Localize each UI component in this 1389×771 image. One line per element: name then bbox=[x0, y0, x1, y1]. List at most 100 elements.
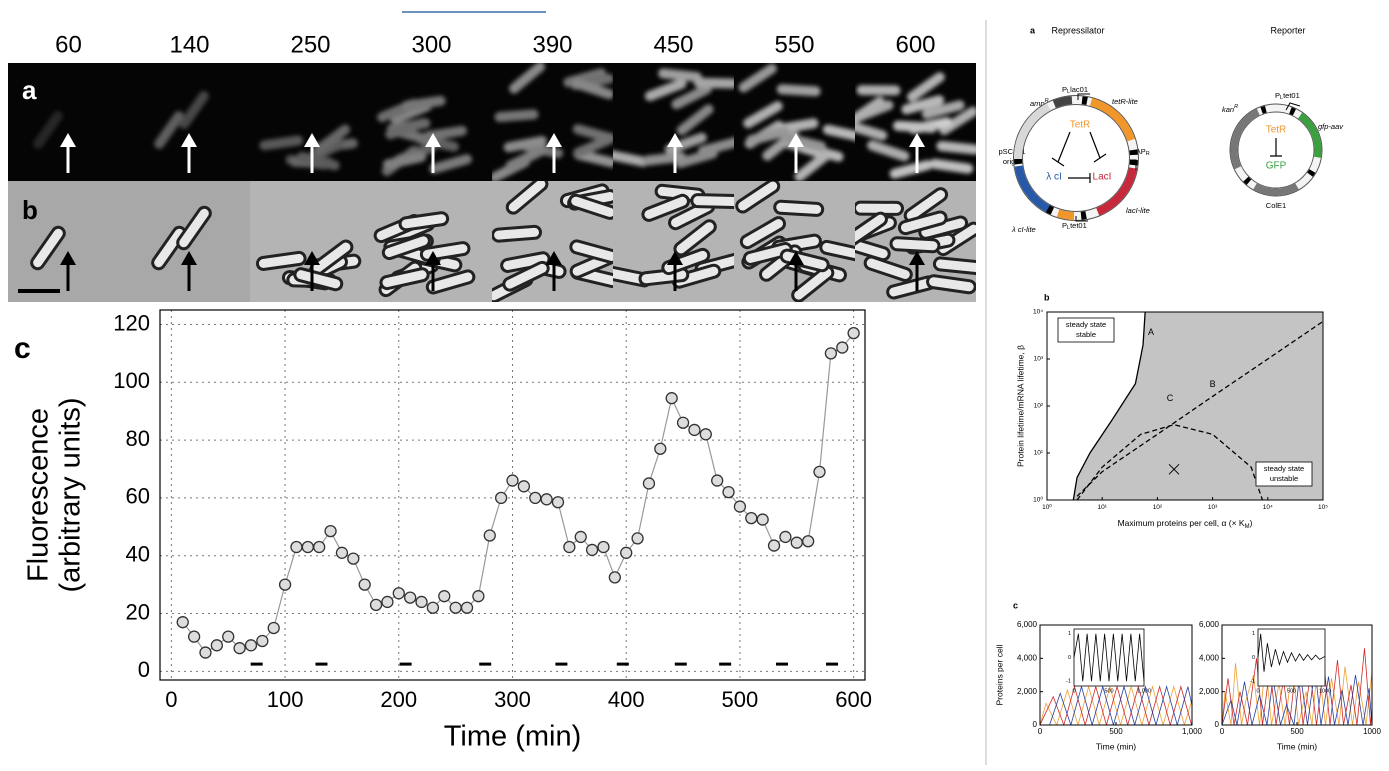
cells bbox=[373, 211, 476, 298]
cell bbox=[179, 91, 209, 129]
cell bbox=[791, 265, 835, 302]
label-part: kan bbox=[1222, 105, 1234, 114]
cell bbox=[425, 269, 476, 295]
data-point bbox=[654, 442, 667, 455]
y-tick-label: 80 bbox=[126, 426, 150, 451]
row-label: b bbox=[22, 195, 38, 225]
x-tick-label: 1000 bbox=[1363, 727, 1381, 736]
y-tick-label: 100 bbox=[113, 368, 150, 393]
cell bbox=[742, 242, 793, 266]
cells bbox=[855, 72, 976, 179]
x-tick-label: 0 bbox=[1038, 727, 1043, 736]
data-point bbox=[597, 540, 610, 554]
data-point bbox=[267, 621, 280, 635]
data-point bbox=[335, 546, 349, 559]
label-part: R bbox=[1234, 104, 1238, 110]
origin-label: origin bbox=[1003, 157, 1021, 166]
promoter-label: λPR bbox=[1137, 147, 1150, 157]
y-axis-label: Protein lifetime/mRNA lifetime, β bbox=[1015, 345, 1025, 467]
y-tick-label: 0 bbox=[1033, 720, 1038, 729]
cell bbox=[255, 250, 307, 271]
data-point bbox=[244, 639, 258, 652]
cell bbox=[569, 239, 613, 264]
x-tick-label: 500 bbox=[1290, 727, 1304, 736]
label-part: tet01 bbox=[1283, 91, 1300, 100]
cell bbox=[889, 160, 933, 179]
operating-point bbox=[1168, 463, 1180, 475]
data-point bbox=[745, 511, 758, 525]
y-tick-label: 4,000 bbox=[1017, 653, 1038, 662]
x-tick-label: 10² bbox=[1153, 504, 1163, 511]
plasmid-segment bbox=[1096, 167, 1138, 216]
x-tick-label: 600 bbox=[835, 687, 872, 712]
cell bbox=[929, 158, 974, 174]
plasmid-diagrams: a Repressilator Reporter PLlac01 ampR te… bbox=[998, 25, 1344, 234]
cell bbox=[30, 225, 66, 271]
cell bbox=[855, 120, 888, 141]
micrographs: 60 140 250 300 390 450 550 600 a b bbox=[8, 31, 976, 302]
y-tick-label: 0 bbox=[138, 657, 150, 682]
inset-x-tick-label: 0 bbox=[1256, 688, 1259, 694]
y-tick-label: 2,000 bbox=[1017, 687, 1038, 696]
x-tick-label: 400 bbox=[608, 687, 645, 712]
data-point bbox=[358, 578, 371, 591]
x-tick-label: 0 bbox=[165, 687, 177, 712]
cell bbox=[382, 151, 427, 170]
plasmid-segment bbox=[1014, 165, 1051, 213]
annotation-box bbox=[1255, 461, 1313, 487]
plasmid-segment bbox=[1289, 107, 1296, 116]
cell bbox=[379, 267, 430, 291]
curve-label: B bbox=[1210, 379, 1216, 389]
cell bbox=[675, 148, 718, 168]
cell bbox=[693, 77, 734, 89]
cell bbox=[855, 96, 885, 126]
series-line bbox=[1072, 312, 1146, 500]
y-tick-label: 6,000 bbox=[1199, 620, 1220, 629]
data-point bbox=[529, 491, 542, 505]
cells bbox=[259, 124, 358, 171]
cells bbox=[613, 68, 734, 168]
y-tick-label: 10² bbox=[1034, 403, 1044, 410]
cell bbox=[735, 181, 781, 214]
cell bbox=[856, 85, 901, 96]
data-point bbox=[187, 630, 201, 643]
data-point bbox=[506, 474, 519, 487]
y-tick-label: 2,000 bbox=[1199, 687, 1220, 696]
data-point bbox=[836, 341, 849, 354]
cell bbox=[401, 95, 446, 111]
arrow-head bbox=[425, 251, 441, 265]
cell bbox=[776, 84, 821, 97]
osc-left: 0 2,000 4,000 6,000 0 500 1,000 Time (min) Prote… bbox=[994, 600, 1202, 751]
data-point bbox=[199, 646, 212, 659]
arrow-head bbox=[546, 251, 562, 265]
data-point bbox=[574, 530, 587, 544]
promoter-arrow bbox=[1130, 159, 1137, 170]
cells bbox=[855, 187, 976, 300]
cell bbox=[906, 72, 945, 102]
data-point bbox=[438, 590, 451, 603]
y-tick-label: 60 bbox=[126, 484, 150, 509]
plasmid-segment bbox=[1260, 105, 1267, 114]
gene-label: λ cI-lite bbox=[1011, 225, 1036, 234]
cell bbox=[568, 193, 613, 220]
data-point bbox=[756, 513, 769, 526]
data-point bbox=[585, 543, 599, 557]
data-point bbox=[483, 529, 496, 542]
cell bbox=[641, 193, 690, 222]
plot-frame bbox=[1046, 311, 1324, 501]
inset-y-tick-label: -1 bbox=[1250, 679, 1255, 685]
series-line bbox=[1222, 648, 1372, 725]
label-part: lac01 bbox=[1070, 85, 1088, 94]
plasmid-segment bbox=[1253, 183, 1299, 196]
data-point bbox=[381, 595, 394, 609]
promoter-arrow bbox=[1077, 93, 1090, 100]
protein-label: λ cI bbox=[1046, 172, 1062, 183]
cell bbox=[613, 149, 649, 167]
cell bbox=[855, 235, 891, 262]
arrow-head bbox=[546, 133, 562, 147]
cells bbox=[30, 225, 66, 271]
phase: 10⁰ 10¹ 10² 10³ 10⁴ 10⁰ 10¹ 10² 10³ 10⁴ 10⁵ Maximum… bbox=[1015, 292, 1328, 529]
y-tick-label: 10⁴ bbox=[1033, 309, 1043, 316]
data-point bbox=[324, 524, 337, 538]
